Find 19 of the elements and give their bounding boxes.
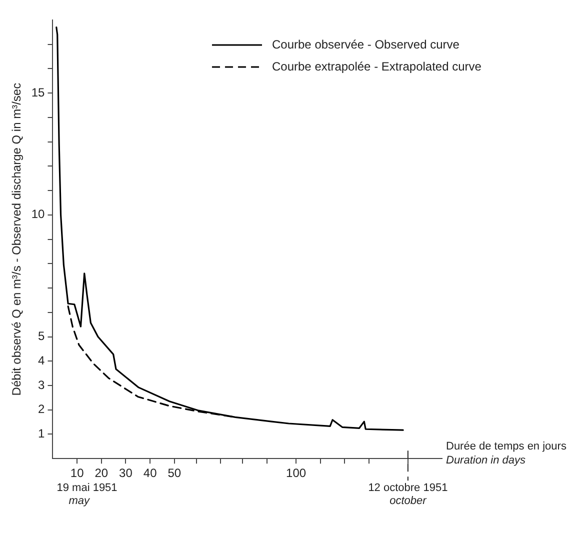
y-tick-label: 4 [38, 353, 46, 368]
legend-label: Courbe extrapolée - Extrapolated curve [272, 59, 482, 74]
y-tick-label: 1 [38, 426, 46, 441]
y-tick-label: 15 [31, 85, 46, 100]
y-axis-title: Débit observé Q en m³/s - Observed discharge Q in m³/sec [10, 82, 24, 396]
ref-line-label: 12 octobre 1951 october [368, 482, 448, 508]
x-tick-label: 10 [70, 466, 84, 480]
legend-label: Courbe observée - Observed curve [272, 37, 460, 52]
x-tick-label: 40 [143, 466, 158, 480]
y-tick-label: 5 [38, 329, 46, 344]
x-tick-label: 100 [286, 466, 306, 480]
x-tick-label: 30 [119, 466, 133, 480]
x-tick-label: 20 [94, 466, 108, 480]
y-tick-label: 2 [38, 402, 46, 416]
y-tick-label: 10 [31, 207, 46, 222]
x-axis-title: Durée de temps en jours Duration in days [446, 440, 567, 467]
x-tick-label: 50 [168, 466, 182, 480]
y-tick-label: 3 [38, 378, 46, 392]
text: 19 mai 1951 may [56, 482, 118, 508]
